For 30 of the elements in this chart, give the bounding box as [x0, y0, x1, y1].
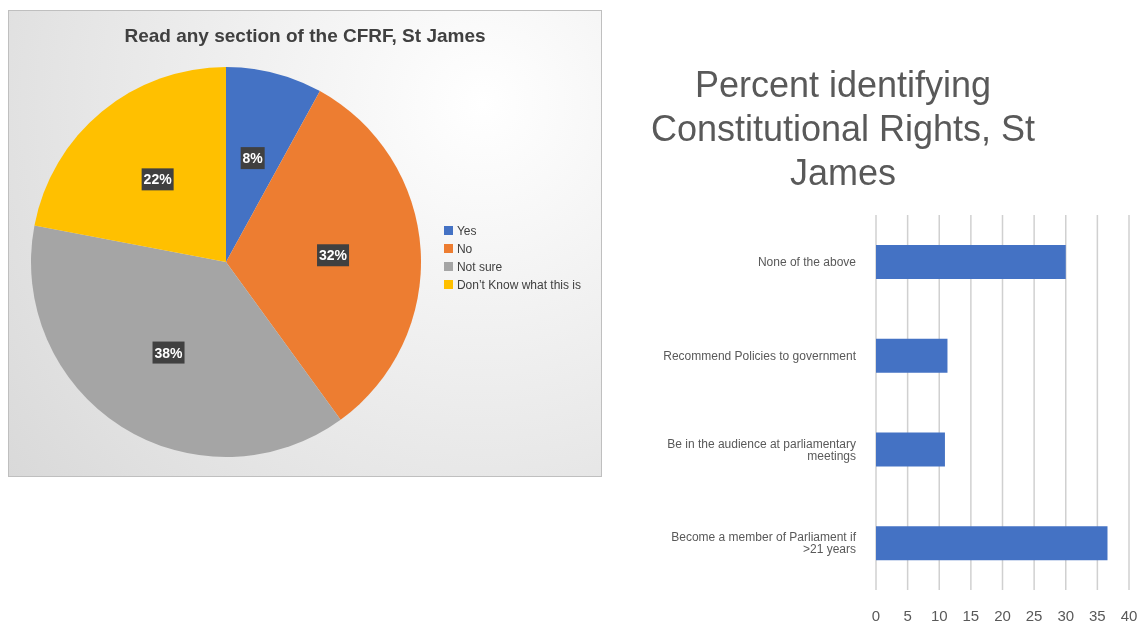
x-tick-label: 35	[1089, 606, 1106, 624]
bar	[876, 338, 948, 373]
legend-label: No	[456, 242, 473, 256]
bar	[876, 245, 1066, 279]
x-tick-label: 20	[994, 606, 1011, 624]
x-tick-label: 25	[1025, 606, 1043, 624]
legend-label: Not sure	[456, 260, 503, 274]
bar	[876, 526, 1108, 561]
x-tick-label: 40	[1120, 606, 1138, 624]
data-label: 22%	[143, 171, 173, 188]
data-label: 8%	[242, 150, 264, 167]
legend-label: Don’t Know what this is	[456, 278, 581, 292]
x-tick-label: 30	[1057, 606, 1075, 624]
pie-slice	[226, 91, 421, 420]
x-tick-label: 10	[930, 606, 948, 624]
y-tick-label: Be in the audience at parliamentary meetings	[667, 436, 856, 463]
y-tick-label: Recommend Policies to government	[663, 348, 857, 363]
data-label: 32%	[319, 247, 348, 264]
x-tick-label: 0	[871, 606, 881, 624]
legend-label: Yes	[456, 224, 477, 238]
y-tick-label: Become a member of Parliament if >21 years	[671, 530, 857, 557]
x-tick-label: 5	[903, 606, 912, 624]
chart-title: Read any section of the CFRF, St James	[123, 25, 487, 47]
x-tick-label: 15	[962, 606, 980, 624]
pie-slice	[226, 67, 320, 262]
chart-title: Percent identifying Constitutional Rights, St James	[649, 63, 1037, 195]
bar	[876, 432, 945, 467]
data-label: 38%	[154, 344, 184, 361]
y-tick-label: None of the above	[757, 255, 857, 270]
pie-slice	[34, 67, 226, 262]
